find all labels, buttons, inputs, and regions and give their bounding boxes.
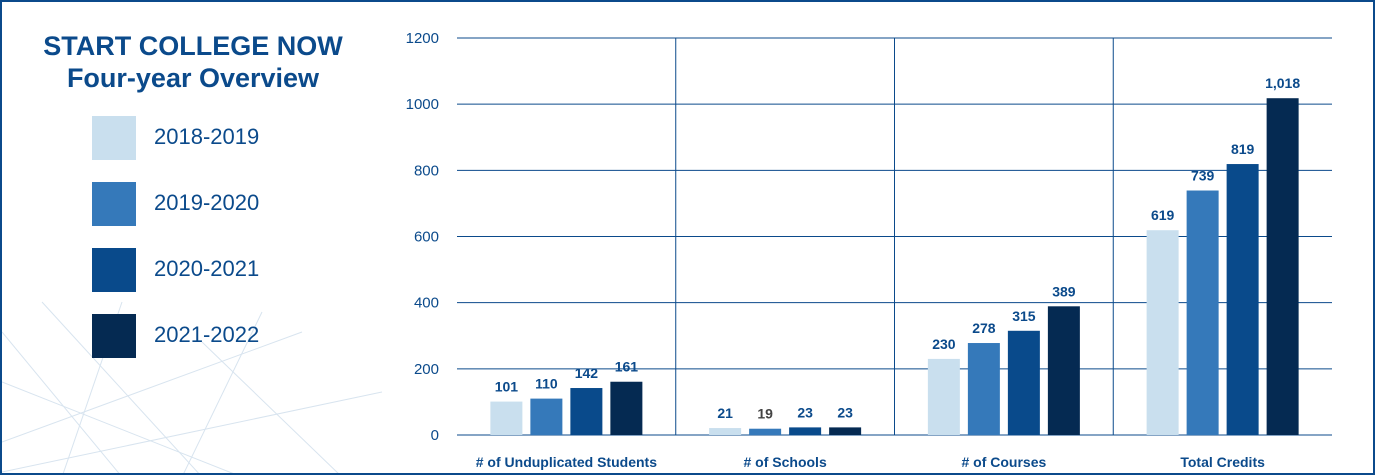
data-label: 142 bbox=[575, 365, 599, 381]
bar bbox=[749, 428, 782, 435]
bar bbox=[1007, 330, 1040, 435]
legend-swatch bbox=[92, 248, 136, 292]
data-label: 19 bbox=[757, 406, 773, 422]
data-label: 619 bbox=[1151, 207, 1175, 223]
chart-subtitle: Four-year Overview bbox=[66, 63, 320, 93]
data-label: 1,018 bbox=[1265, 75, 1300, 91]
bar bbox=[829, 427, 862, 435]
bar bbox=[1226, 164, 1259, 436]
y-tick-label: 0 bbox=[431, 427, 439, 444]
data-label: 315 bbox=[1012, 308, 1036, 324]
legend-item-2019-2020: 2019-2020 bbox=[92, 182, 332, 226]
chart-title: START COLLEGE NOW bbox=[43, 31, 343, 61]
bar bbox=[1266, 98, 1299, 435]
bar bbox=[530, 398, 563, 435]
data-label: 21 bbox=[717, 405, 733, 421]
data-label: 278 bbox=[972, 320, 996, 336]
y-tick-label: 400 bbox=[414, 295, 439, 312]
data-label: 161 bbox=[615, 359, 639, 375]
legend-item-2020-2021: 2020-2021 bbox=[92, 248, 332, 292]
chart-title-block: START COLLEGE NOW Four-year Overview bbox=[2, 30, 384, 94]
bar bbox=[490, 401, 523, 435]
x-category-label: # of Courses bbox=[961, 454, 1046, 470]
legend-swatch bbox=[92, 182, 136, 226]
x-category-label: # of Schools bbox=[744, 454, 827, 470]
x-category-label: # of Unduplicated Students bbox=[476, 454, 657, 470]
legend-swatch bbox=[92, 314, 136, 358]
legend-label: 2020-2021 bbox=[154, 256, 260, 281]
bar bbox=[1047, 306, 1080, 435]
y-tick-label: 600 bbox=[414, 229, 439, 246]
y-tick-label: 200 bbox=[414, 361, 439, 378]
data-label: 23 bbox=[797, 404, 813, 420]
bar bbox=[1146, 230, 1179, 435]
bar bbox=[789, 427, 822, 435]
bar bbox=[927, 358, 960, 435]
data-label: 110 bbox=[535, 376, 558, 392]
legend-item-2021-2022: 2021-2022 bbox=[92, 314, 332, 358]
bar bbox=[570, 388, 603, 435]
y-tick-label: 1000 bbox=[406, 96, 439, 113]
legend-label: 2021-2022 bbox=[154, 322, 260, 347]
bar bbox=[967, 343, 1000, 435]
x-category-label: Total Credits bbox=[1180, 454, 1265, 470]
data-label: 819 bbox=[1231, 141, 1255, 157]
legend-swatch bbox=[92, 116, 136, 160]
data-label: 739 bbox=[1191, 168, 1215, 184]
legend-label: 2019-2020 bbox=[154, 190, 260, 215]
y-tick-label: 800 bbox=[414, 162, 439, 179]
data-label: 389 bbox=[1052, 283, 1076, 299]
data-label: 23 bbox=[837, 404, 853, 420]
y-tick-label: 1200 bbox=[406, 30, 439, 47]
data-label: 101 bbox=[495, 379, 519, 395]
data-label: 230 bbox=[932, 336, 956, 352]
legend-item-2018-2019: 2018-2019 bbox=[92, 116, 332, 160]
bar bbox=[610, 381, 643, 435]
legend-label: 2018-2019 bbox=[154, 124, 260, 149]
bar bbox=[709, 428, 742, 435]
bar bbox=[1186, 190, 1219, 435]
